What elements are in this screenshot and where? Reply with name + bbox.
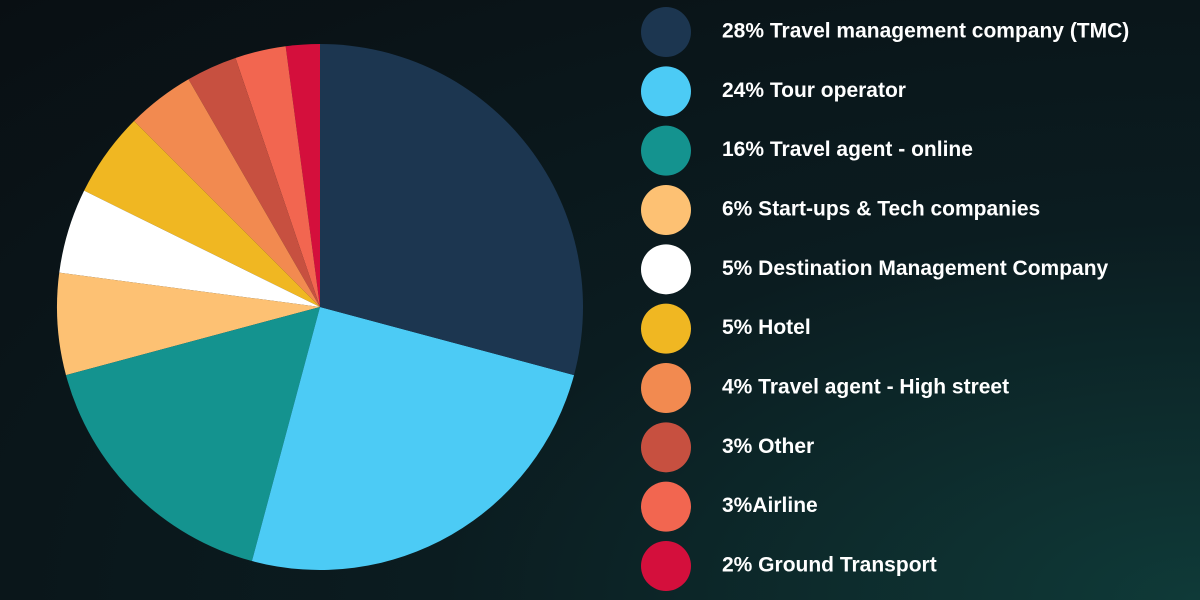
pie-slice xyxy=(235,46,320,307)
legend-swatch xyxy=(641,185,691,235)
legend-label: 6% Start-ups & Tech companies xyxy=(722,198,1040,221)
legend-swatch xyxy=(641,422,691,473)
legend-swatch xyxy=(641,125,691,176)
legend-swatch xyxy=(641,481,691,532)
legend-label: 16% Travel agent - online xyxy=(722,138,973,161)
legend-swatch xyxy=(641,303,691,354)
legend-swatch xyxy=(641,244,691,295)
pie-slice xyxy=(59,190,320,307)
pie-slice xyxy=(251,307,575,570)
legend-label: 24% Tour operator xyxy=(722,79,906,102)
pie-slice xyxy=(320,44,584,376)
pie-slice xyxy=(57,272,321,376)
legend-swatch xyxy=(641,7,691,57)
legend-label: 3% Other xyxy=(722,435,814,458)
pie-slice xyxy=(134,79,320,307)
pie-slice xyxy=(84,121,320,307)
legend-swatch xyxy=(641,363,691,413)
legend-label: 5% Destination Management Company xyxy=(722,257,1109,280)
legend-label: 2% Ground Transport xyxy=(722,554,937,577)
legend-swatch xyxy=(641,541,691,591)
pie-slice xyxy=(285,44,320,307)
legend-swatch xyxy=(641,66,691,117)
pie-slice xyxy=(188,57,320,308)
legend-label: 4% Travel agent - High street xyxy=(722,376,1009,399)
pie-slice xyxy=(65,307,320,562)
legend-label: 3%Airline xyxy=(722,494,818,517)
legend-label: 28% Travel management company (TMC) xyxy=(722,20,1129,43)
legend-label: 5% Hotel xyxy=(722,316,811,339)
